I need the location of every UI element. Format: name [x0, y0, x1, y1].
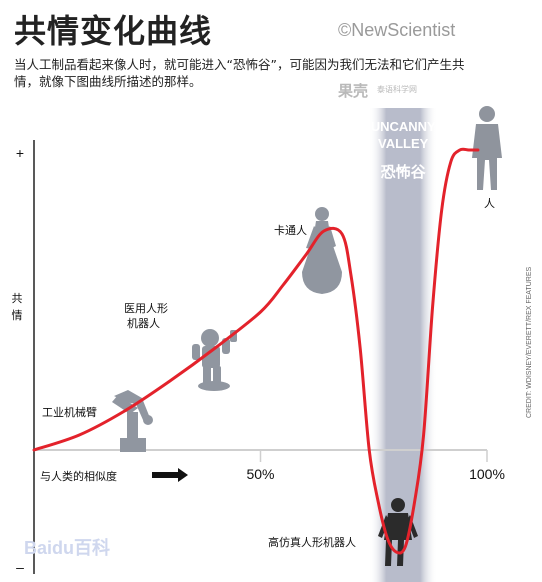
curve-point — [458, 149, 461, 152]
curve-point — [440, 209, 443, 212]
x-tick-100: 100% — [469, 466, 505, 482]
annotation-label: 卡通人 — [274, 224, 307, 237]
curve-point — [78, 434, 81, 437]
curve-point — [322, 230, 325, 233]
curve-point — [359, 347, 362, 350]
uncanny-valley-label-en-1: UNCANNY — [371, 119, 436, 134]
curve-point — [304, 254, 307, 257]
curve-point — [123, 410, 126, 413]
x-axis-arrow-icon — [152, 468, 188, 482]
empathy-curve — [32, 147, 480, 555]
curve-point — [386, 537, 389, 540]
curve-point — [214, 347, 217, 350]
curve-point — [282, 284, 285, 287]
curve-point — [431, 305, 434, 308]
guokr-logo: 果壳 — [338, 82, 369, 100]
chart-subtitle: 当人工制品看起来像人时，就可能进入“恐怖谷”，可能因为我们无法和它们产生共情，就… — [14, 57, 465, 89]
curve-point — [341, 233, 344, 236]
y-axis-label-char: 共 — [12, 292, 23, 305]
curve-point — [449, 161, 452, 164]
curve-point — [259, 311, 262, 314]
baidu-watermark: Baidu百科 — [24, 538, 111, 558]
curve-point — [33, 449, 36, 452]
y-tick-plus: + — [16, 145, 24, 161]
chart-title: 共情变化曲线 — [14, 12, 213, 50]
curve-point — [422, 434, 425, 437]
curve-point — [467, 149, 470, 152]
y-tick-minus: – — [16, 559, 24, 575]
annotation-label: 工业机械臂 — [42, 405, 97, 419]
uncanny-valley-label-en-2: VALLEY — [378, 136, 429, 151]
uncanny-valley-label-zh: 恐怖谷 — [381, 163, 427, 181]
y-axis-label-char: 情 — [12, 309, 23, 322]
cartoon-person-icon — [302, 207, 342, 294]
annotation-label: 高仿真人形机器人 — [268, 535, 356, 549]
curve-point — [413, 501, 416, 504]
curve-point — [404, 545, 407, 548]
newscientist-logo: ©NewScientist — [338, 20, 456, 40]
curve-point — [476, 149, 479, 152]
guokr-tag: 泰语科学网 — [377, 85, 417, 94]
annotation-label: 医用人形机器人 — [124, 302, 168, 330]
industrial-robot-arm-icon — [112, 390, 153, 452]
x-tick-50: 50% — [246, 466, 274, 482]
annotation-label: 人 — [484, 197, 495, 210]
photo-credit: CREDIT: WDISNEY/EVERETT/REX FEATURES — [526, 266, 533, 418]
x-axis-label: 与人类的相似度 — [40, 469, 117, 483]
curve-point — [395, 551, 398, 554]
curve-point — [168, 380, 171, 383]
curve-point — [368, 449, 371, 452]
curve-point — [350, 275, 353, 278]
human-person-icon — [472, 106, 502, 190]
curve-point — [377, 501, 380, 504]
y-axis-label: 共情 — [12, 292, 23, 322]
